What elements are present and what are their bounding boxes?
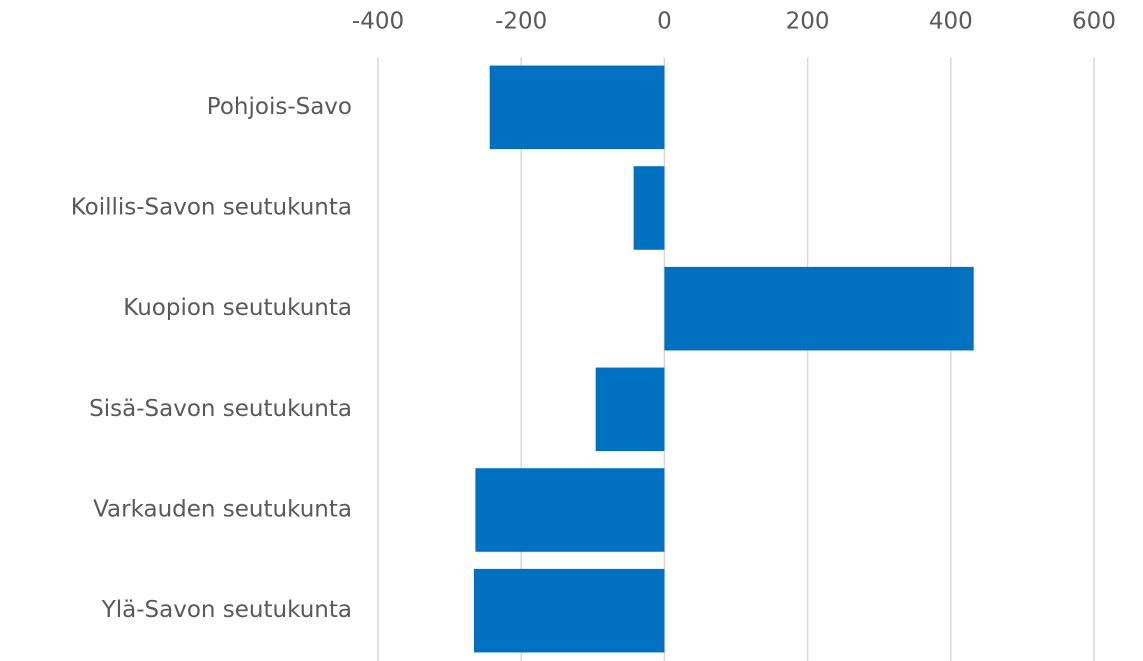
bar [489, 65, 665, 150]
y-tick-label: Varkauden seutukunta [93, 497, 352, 523]
x-tick-label: 0 [657, 9, 672, 35]
y-tick-label: Kuopion seutukunta [123, 295, 352, 321]
y-tick-label: Pohjois-Savo [207, 94, 352, 120]
bar [595, 367, 665, 452]
x-tick-label: -200 [495, 9, 547, 35]
x-tick-label: 200 [786, 9, 830, 35]
y-tick-label: Ylä-Savon seutukunta [101, 597, 352, 623]
bar [633, 166, 665, 250]
y-tick-label: Koillis-Savon seutukunta [71, 195, 352, 221]
x-tick-label: 400 [929, 9, 973, 35]
y-tick-label: Sisä-Savon seutukunta [89, 396, 352, 422]
bar [475, 468, 665, 552]
bar [664, 266, 974, 351]
x-tick-label: 600 [1072, 9, 1116, 35]
bar [473, 568, 665, 653]
x-tick-label: -400 [352, 9, 404, 35]
